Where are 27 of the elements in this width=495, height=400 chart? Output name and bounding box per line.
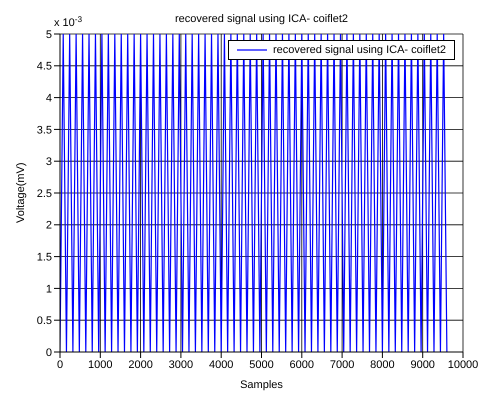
y-tick-label: 0.5: [36, 315, 52, 328]
x-tick-label: 7000: [330, 358, 354, 371]
x-tick-label: 8000: [370, 358, 395, 371]
x-axis-title: Samples: [240, 379, 284, 391]
x-tick-label: 10000: [448, 358, 478, 371]
chart-title: recovered signal using ICA- coiflet2: [174, 13, 348, 25]
x-tick-label: 9000: [410, 358, 435, 371]
y-tick-label: 5: [46, 28, 52, 41]
x-tick-label: 2000: [128, 358, 153, 371]
text: x 10$^{-3}$: [54, 14, 83, 29]
legend-label: recovered signal using ICA- coiflet2: [272, 44, 446, 56]
y-tick-label: 0: [46, 346, 52, 359]
y-axis-title: Voltage(mV): [14, 162, 27, 223]
y-tick-label: 3.5: [36, 124, 52, 136]
y-tick-label: 4.5: [36, 60, 52, 73]
x-tick-label: 6000: [290, 358, 314, 371]
x-tick-label: 0: [56, 358, 64, 371]
y-tick-label: 1.5: [36, 252, 52, 264]
y-tick-label: 4: [46, 92, 52, 105]
x-tick-label: 4000: [208, 358, 234, 371]
y-tick-label: 2: [46, 220, 52, 232]
y-tick-label: 3: [46, 156, 52, 168]
y-tick-label: 1: [46, 283, 52, 296]
x-tick-label: 3000: [168, 358, 194, 371]
y-tick-label: 2.5: [36, 188, 52, 200]
x-tick-label: 1000: [88, 358, 113, 371]
x-tick-label: 5000: [249, 358, 274, 371]
